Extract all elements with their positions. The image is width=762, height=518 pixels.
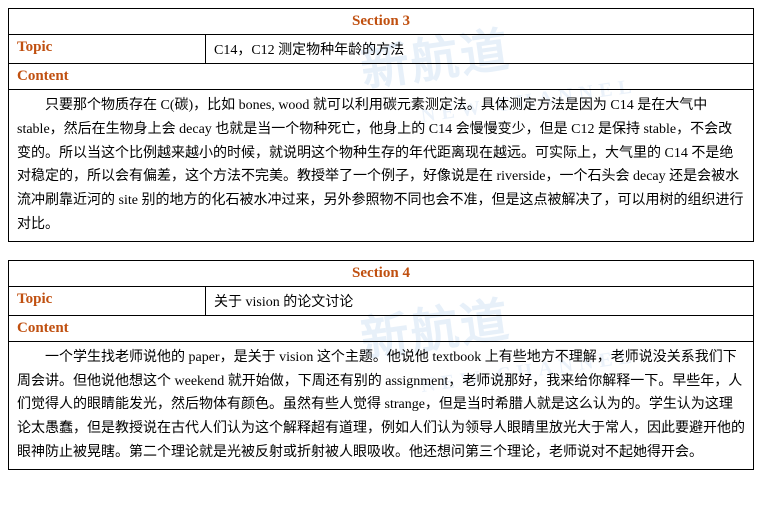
section-3-content-body: 只要那个物质存在 C(碳)，比如 bones, wood 就可以利用碳元素测定法… <box>17 94 745 237</box>
section-4-content-label: Content <box>9 315 754 341</box>
section-3-content-cell: 只要那个物质存在 C(碳)，比如 bones, wood 就可以利用碳元素测定法… <box>9 90 754 242</box>
section-4-topic-value: 关于 vision 的论文讨论 <box>206 286 754 315</box>
section-3-header: Section 3 <box>9 9 754 35</box>
section-3-topic-label: Topic <box>9 35 206 64</box>
section-4-header: Section 4 <box>9 260 754 286</box>
section-4-table: Section 4 Topic 关于 vision 的论文讨论 Content … <box>8 260 754 470</box>
section-4-content-body: 一个学生找老师说他的 paper，是关于 vision 这个主题。他说他 tex… <box>17 346 745 465</box>
section-3-topic-value: C14，C12 测定物种年龄的方法 <box>206 35 754 64</box>
section-4-topic-label: Topic <box>9 286 206 315</box>
section-3-table: Section 3 Topic C14，C12 测定物种年龄的方法 Conten… <box>8 8 754 242</box>
section-4-content-cell: 一个学生找老师说他的 paper，是关于 vision 这个主题。他说他 tex… <box>9 341 754 469</box>
section-3-content-label: Content <box>9 64 754 90</box>
